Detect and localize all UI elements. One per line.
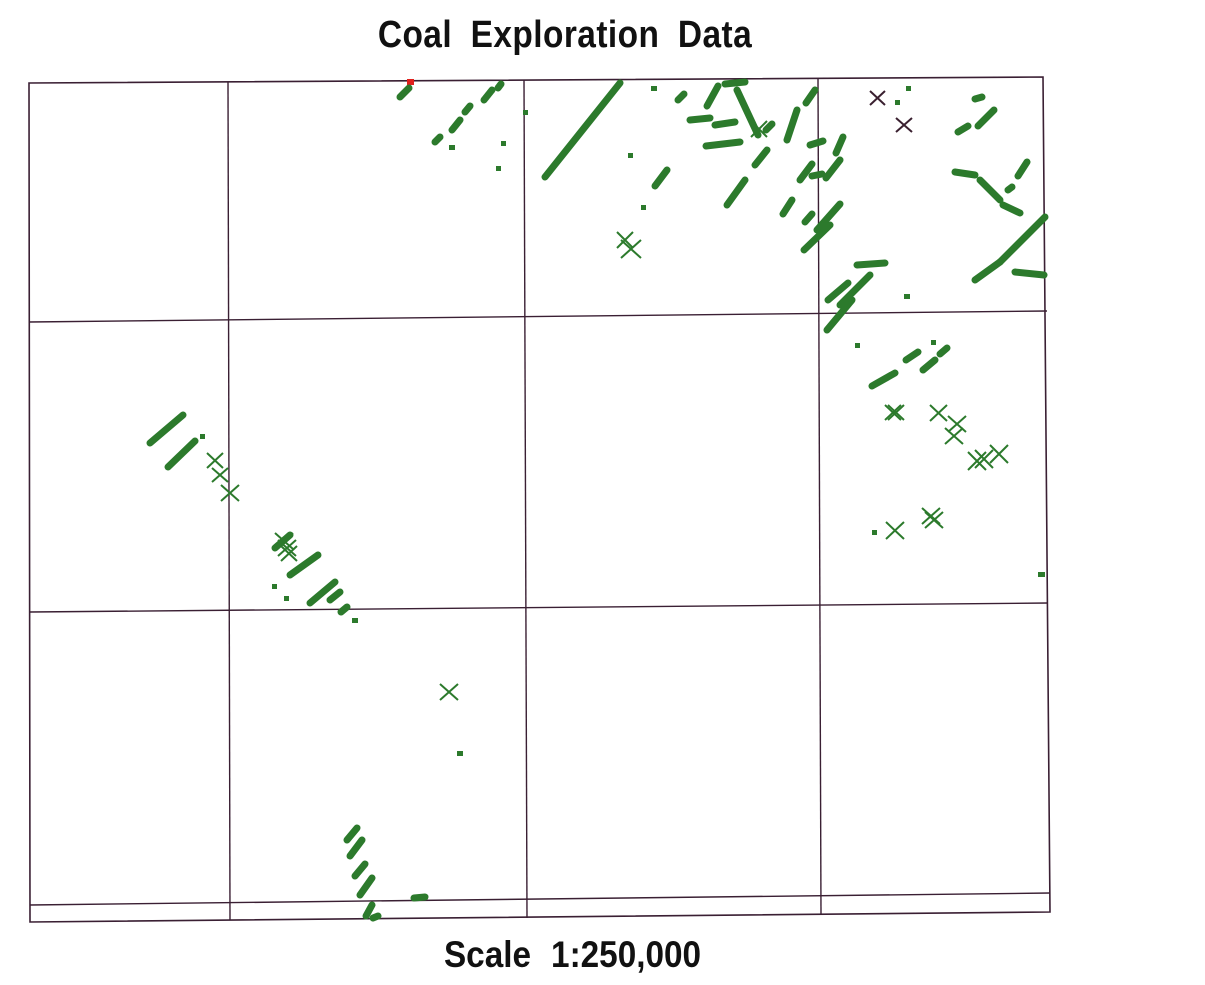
grid-line-horizontal <box>29 602 1049 613</box>
grid-line-horizontal <box>29 892 1051 906</box>
borehole-marker <box>929 404 948 422</box>
borehole-marker <box>620 239 642 259</box>
borehole-marker <box>277 539 297 557</box>
grid-line-vertical <box>817 77 822 916</box>
borehole-marker <box>869 90 886 106</box>
borehole-marker <box>924 511 944 529</box>
borehole-markers <box>206 90 1009 701</box>
borehole-marker <box>211 467 229 483</box>
grid-line-vertical <box>523 79 528 919</box>
borehole-marker <box>280 545 298 562</box>
borehole-marker <box>944 427 964 445</box>
borehole-marker <box>885 521 905 540</box>
map-scale-label: Scale 1:250,000 <box>443 934 702 975</box>
red-marker <box>407 79 414 85</box>
borehole-marker <box>974 449 994 469</box>
grid-line-vertical <box>227 81 231 921</box>
borehole-marker <box>439 683 459 701</box>
borehole-marker <box>947 415 967 433</box>
borehole-marker <box>967 451 987 471</box>
seam-group-bottom <box>343 751 463 922</box>
borehole-marker <box>989 444 1009 464</box>
borehole-marker <box>895 117 913 133</box>
seam-group-left <box>146 411 358 623</box>
borehole-marker <box>616 231 634 249</box>
map-frame <box>28 76 1051 923</box>
grid-line-horizontal <box>28 310 1048 323</box>
seam-group-top <box>396 78 1049 334</box>
borehole-marker <box>206 452 224 469</box>
borehole-marker <box>750 120 768 138</box>
seam-group-right <box>855 340 1045 577</box>
borehole-marker <box>220 484 240 502</box>
borehole-marker <box>884 404 902 421</box>
map-title: Coal Exploration Data <box>377 14 753 56</box>
borehole-marker <box>887 404 905 421</box>
